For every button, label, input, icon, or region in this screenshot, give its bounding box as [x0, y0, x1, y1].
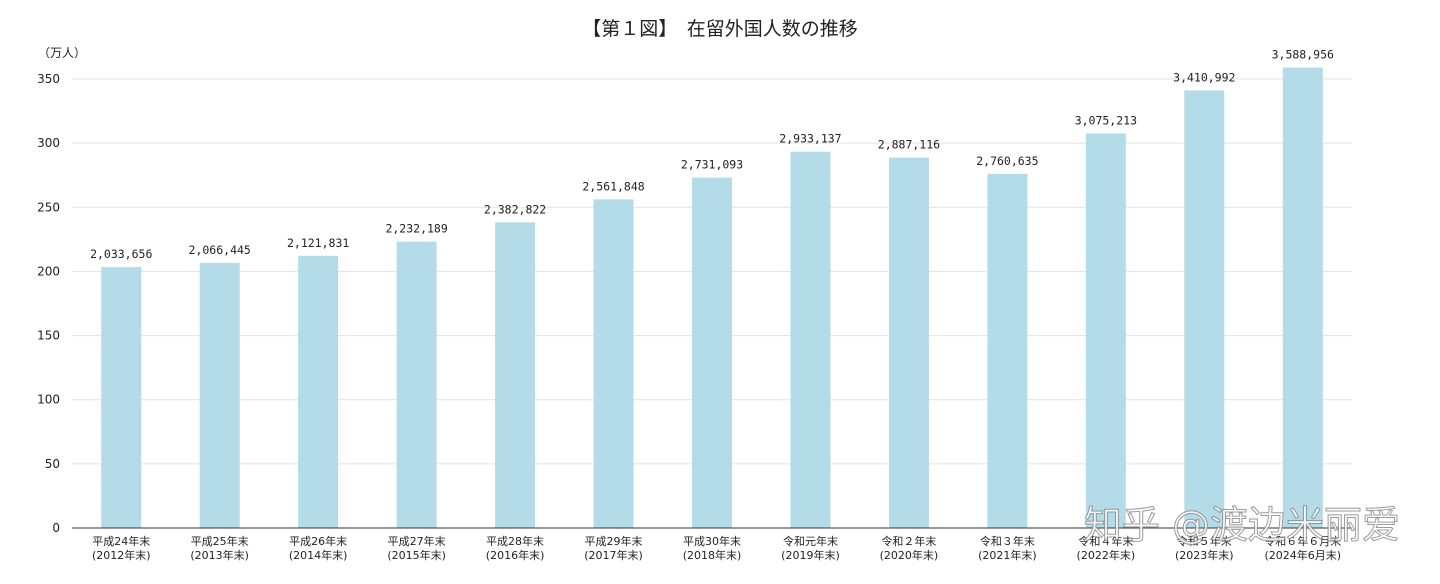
bars [101, 67, 1323, 529]
y-tick-label: 200 [37, 264, 60, 278]
x-category-sublabel: (2020年末) [880, 548, 939, 562]
x-category-sublabel: (2017年末) [584, 548, 643, 562]
x-category-sublabel: (2022年末) [1077, 548, 1136, 562]
x-category-label: 平成28年末 [486, 534, 544, 548]
x-category-label: 令和３年末 [980, 534, 1035, 548]
bar-value-label: 2,121,831 [287, 236, 349, 250]
chart-title: 【第１図】 在留外国人数の推移 [582, 18, 858, 40]
bar [1085, 133, 1126, 528]
x-category-label: 平成24年末 [92, 534, 150, 548]
bar [298, 255, 339, 529]
x-category-sublabel: (2013年末) [190, 548, 249, 562]
bar [199, 262, 240, 528]
bar-value-label: 2,033,656 [90, 247, 152, 261]
bar-value-label: 2,232,189 [385, 222, 447, 236]
x-category-label: 令和元年末 [783, 534, 838, 548]
y-tick-label: 250 [37, 200, 60, 214]
bar [1282, 67, 1323, 528]
y-tick-label: 50 [45, 457, 60, 471]
x-category-label: 平成25年末 [191, 534, 249, 548]
x-category-sublabel: (2021年末) [978, 548, 1037, 562]
x-category-sublabel: (2015年末) [387, 548, 446, 562]
x-category-label: 令和６年６月末 [1264, 534, 1341, 548]
bar [1184, 90, 1225, 528]
x-category-label: 平成26年末 [289, 534, 347, 548]
x-category-sublabel: (2012年末) [92, 548, 151, 562]
x-category-sublabel: (2014年末) [289, 548, 348, 562]
bar-value-label: 2,933,137 [779, 132, 841, 146]
y-tick-label: 300 [37, 136, 60, 150]
bar-value-label: 2,066,445 [189, 243, 251, 257]
watermark-text: 知乎 @渡边米丽爱 [1084, 503, 1400, 547]
y-axis-ticks: 0 50 100 150 200 250 300 350 [37, 72, 60, 535]
bar-value-label: 2,561,848 [582, 179, 644, 193]
x-category-label: 平成29年末 [585, 534, 643, 548]
bar-value-label: 2,731,093 [681, 158, 743, 172]
bar-value-label: 2,760,635 [976, 154, 1038, 168]
bar [396, 241, 437, 529]
x-category-sublabel: (2023年末) [1175, 548, 1234, 562]
bar [692, 177, 732, 529]
bar [593, 199, 634, 528]
y-tick-label: 350 [37, 72, 60, 86]
x-category-label: 平成30年末 [683, 534, 741, 548]
bar-value-label: 3,588,956 [1272, 48, 1334, 62]
bar-value-label: 3,075,213 [1075, 113, 1137, 127]
y-tick-label: 100 [37, 393, 60, 407]
bar-value-label: 2,382,822 [484, 202, 546, 216]
x-category-label: 平成27年末 [388, 534, 446, 548]
y-tick-label: 0 [52, 521, 60, 535]
x-axis-categories: 平成24年末(2012年末) 平成25年末(2013年末) 平成26年末(2014年… [92, 534, 1341, 562]
x-category-sublabel: (2018年末) [683, 548, 742, 562]
bar-value-label: 3,410,992 [1173, 70, 1235, 84]
x-category-sublabel: (2016年末) [486, 548, 545, 562]
bar [101, 267, 142, 528]
bar [987, 173, 1028, 528]
bar [790, 151, 831, 528]
data-labels: 2,033,656 2,066,445 2,121,831 2,232,189 2,38… [90, 48, 1334, 262]
x-category-sublabel: (2024年6月末) [1264, 548, 1341, 562]
bar [495, 222, 536, 528]
x-category-label: 令和５年末 [1177, 534, 1232, 548]
bar [888, 157, 929, 528]
x-category-sublabel: (2019年末) [781, 548, 840, 562]
x-category-label: 令和２年末 [881, 534, 936, 548]
x-category-label: 令和４年末 [1078, 534, 1133, 548]
y-axis-unit-label: （万人） [38, 46, 86, 60]
y-tick-label: 150 [37, 329, 60, 343]
bar-value-label: 2,887,116 [878, 138, 940, 152]
